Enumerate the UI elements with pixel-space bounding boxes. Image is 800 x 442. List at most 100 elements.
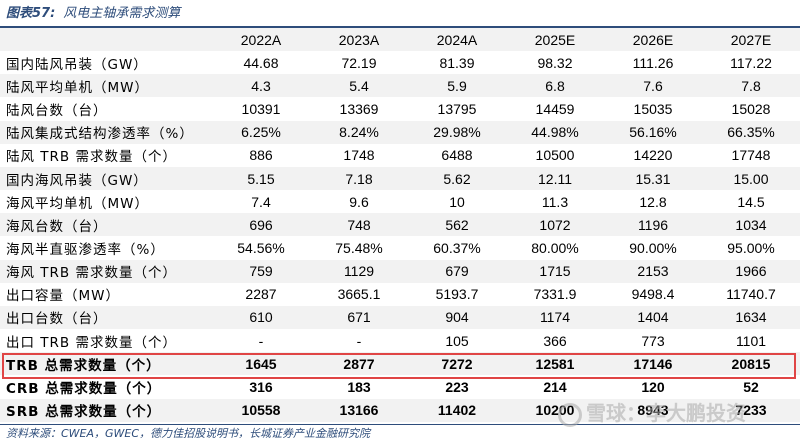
value-cell: 98.32	[537, 54, 573, 71]
value-cell: 111.26	[632, 54, 674, 71]
top-rule	[0, 26, 800, 28]
value-cell: -	[356, 332, 362, 349]
value-cell: 1174	[506, 305, 604, 330]
value-cell: 75.48%	[335, 239, 383, 256]
value-cell: 80.00%	[531, 239, 579, 256]
value-cell: 3665.1	[337, 286, 381, 303]
header-year: 2024A	[408, 28, 506, 52]
header-row: 2022A 2023A 2024A 2025E 2026E 2027E	[0, 28, 800, 52]
value-cell: 81.39	[439, 54, 475, 71]
demand-table: 2022A 2023A 2024A 2025E 2026E 2027E 国内陆风…	[0, 28, 800, 422]
value-cell: 5193.7	[435, 286, 479, 303]
value-cell: 8943	[604, 398, 702, 422]
value-cell: 10500	[535, 147, 575, 164]
value-cell: 11.3	[541, 193, 569, 210]
value-cell: -	[258, 332, 264, 349]
value-cell: 1196	[604, 213, 702, 237]
value-cell: 56.16%	[604, 120, 702, 144]
source-note: 资料来源：CWEA，GWEC，德力佳招股说明书，长城证券产业金融研究院	[6, 427, 371, 440]
value-cell: 95.00%	[727, 239, 775, 256]
value-cell: 5.4	[310, 74, 408, 98]
value-cell: 10391	[241, 101, 281, 118]
value-cell: 10	[449, 193, 465, 210]
table-row: CRB 总需求数量（个） 316 183 223 214 120 52	[0, 375, 800, 398]
value-cell: 17146	[604, 352, 702, 376]
value-cell: 759	[212, 259, 310, 283]
table-row: 出口容量（MW） 2287 3665.1 5193.7 7331.9 9498.4 1174…	[0, 283, 800, 306]
value-cell: 52	[743, 378, 759, 395]
value-cell: 20815	[702, 352, 800, 376]
row-label: 国内陆风吊装（GW）	[6, 56, 148, 73]
value-cell: 7272	[408, 352, 506, 376]
value-cell: 10558	[212, 398, 310, 422]
row-label: 国内海风吊装（GW）	[0, 166, 212, 191]
value-cell: 1034	[702, 213, 800, 237]
value-cell: 13795	[437, 101, 477, 118]
value-cell: 748	[310, 213, 408, 237]
row-label: 出口台数（台）	[0, 305, 212, 330]
value-cell: 11740.7	[726, 286, 776, 303]
bottom-rule	[0, 424, 800, 425]
value-cell: 1645	[212, 352, 310, 376]
figure-title: 图表57: 风电主轴承需求测算	[6, 4, 180, 24]
value-cell: 10200	[506, 398, 604, 422]
value-cell: 1748	[343, 147, 375, 164]
value-cell: 316	[249, 378, 273, 395]
table-row: 国内陆风吊装（GW） 44.68 72.19 81.39 98.32 111.26 117.…	[0, 51, 800, 74]
value-cell: 72.19	[341, 54, 377, 71]
value-cell: 14459	[535, 101, 575, 118]
value-cell: 54.56%	[237, 239, 285, 256]
value-cell: 183	[347, 378, 371, 395]
value-cell: 610	[212, 305, 310, 330]
value-cell: 6488	[441, 147, 473, 164]
value-cell: 11402	[408, 398, 506, 422]
value-cell: 7233	[702, 398, 800, 422]
row-label: SRB 总需求数量（个）	[0, 398, 212, 422]
value-cell: 9.6	[349, 193, 369, 210]
value-cell: 1072	[506, 213, 604, 237]
value-cell: 44.98%	[506, 120, 604, 144]
value-cell: 2287	[245, 286, 277, 303]
value-cell: 44.68	[243, 54, 279, 71]
value-cell: 15.00	[702, 166, 800, 191]
value-cell: 7.18	[310, 166, 408, 191]
value-cell: 1634	[702, 305, 800, 330]
value-cell: 5.9	[408, 74, 506, 98]
table-row: TRB 总需求数量（个） 1645 2877 7272 12581 17146 20815	[0, 352, 800, 376]
value-cell: 15028	[731, 101, 771, 118]
value-cell: 17748	[731, 147, 771, 164]
value-cell: 2153	[604, 259, 702, 283]
figure-number: 图表57:	[6, 6, 56, 21]
value-cell: 13166	[310, 398, 408, 422]
value-cell: 5.62	[408, 166, 506, 191]
row-label: 海风台数（台）	[0, 213, 212, 237]
value-cell: 1715	[506, 259, 604, 283]
value-cell: 1404	[604, 305, 702, 330]
value-cell: 120	[641, 378, 665, 395]
figure-caption: 风电主轴承需求测算	[63, 6, 181, 21]
header-year: 2025E	[506, 28, 604, 52]
value-cell: 886	[249, 147, 273, 164]
value-cell: 14220	[633, 147, 673, 164]
value-cell: 671	[310, 305, 408, 330]
table-row: SRB 总需求数量（个） 10558 13166 11402 10200 8943 7233	[0, 398, 800, 422]
table-row: 海风半直驱渗透率（%） 54.56% 75.48% 60.37% 80.00% 90.00…	[0, 236, 800, 259]
value-cell: 223	[445, 378, 469, 395]
table-row: 陆风集成式结构渗透率（%） 6.25% 8.24% 29.98% 44.98% 56.16…	[0, 120, 800, 144]
table-row: 陆风台数（台） 10391 13369 13795 14459 15035 15028	[0, 97, 800, 120]
header-year: 2023A	[310, 28, 408, 52]
table-row: 陆风 TRB 需求数量（个） 886 1748 6488 10500 14220 17748	[0, 144, 800, 167]
row-label: 海风平均单机（MW）	[6, 195, 149, 212]
value-cell: 7.4	[251, 193, 271, 210]
value-cell: 1129	[310, 259, 408, 283]
value-cell: 214	[543, 378, 567, 395]
header-label-cell	[0, 28, 212, 52]
value-cell: 9498.4	[631, 286, 675, 303]
value-cell: 90.00%	[629, 239, 677, 256]
row-label: 陆风平均单机（MW）	[0, 74, 212, 98]
value-cell: 1966	[702, 259, 800, 283]
value-cell: 12.8	[639, 193, 667, 210]
value-cell: 6.25%	[212, 120, 310, 144]
value-cell: 15035	[633, 101, 673, 118]
value-cell: 4.3	[212, 74, 310, 98]
